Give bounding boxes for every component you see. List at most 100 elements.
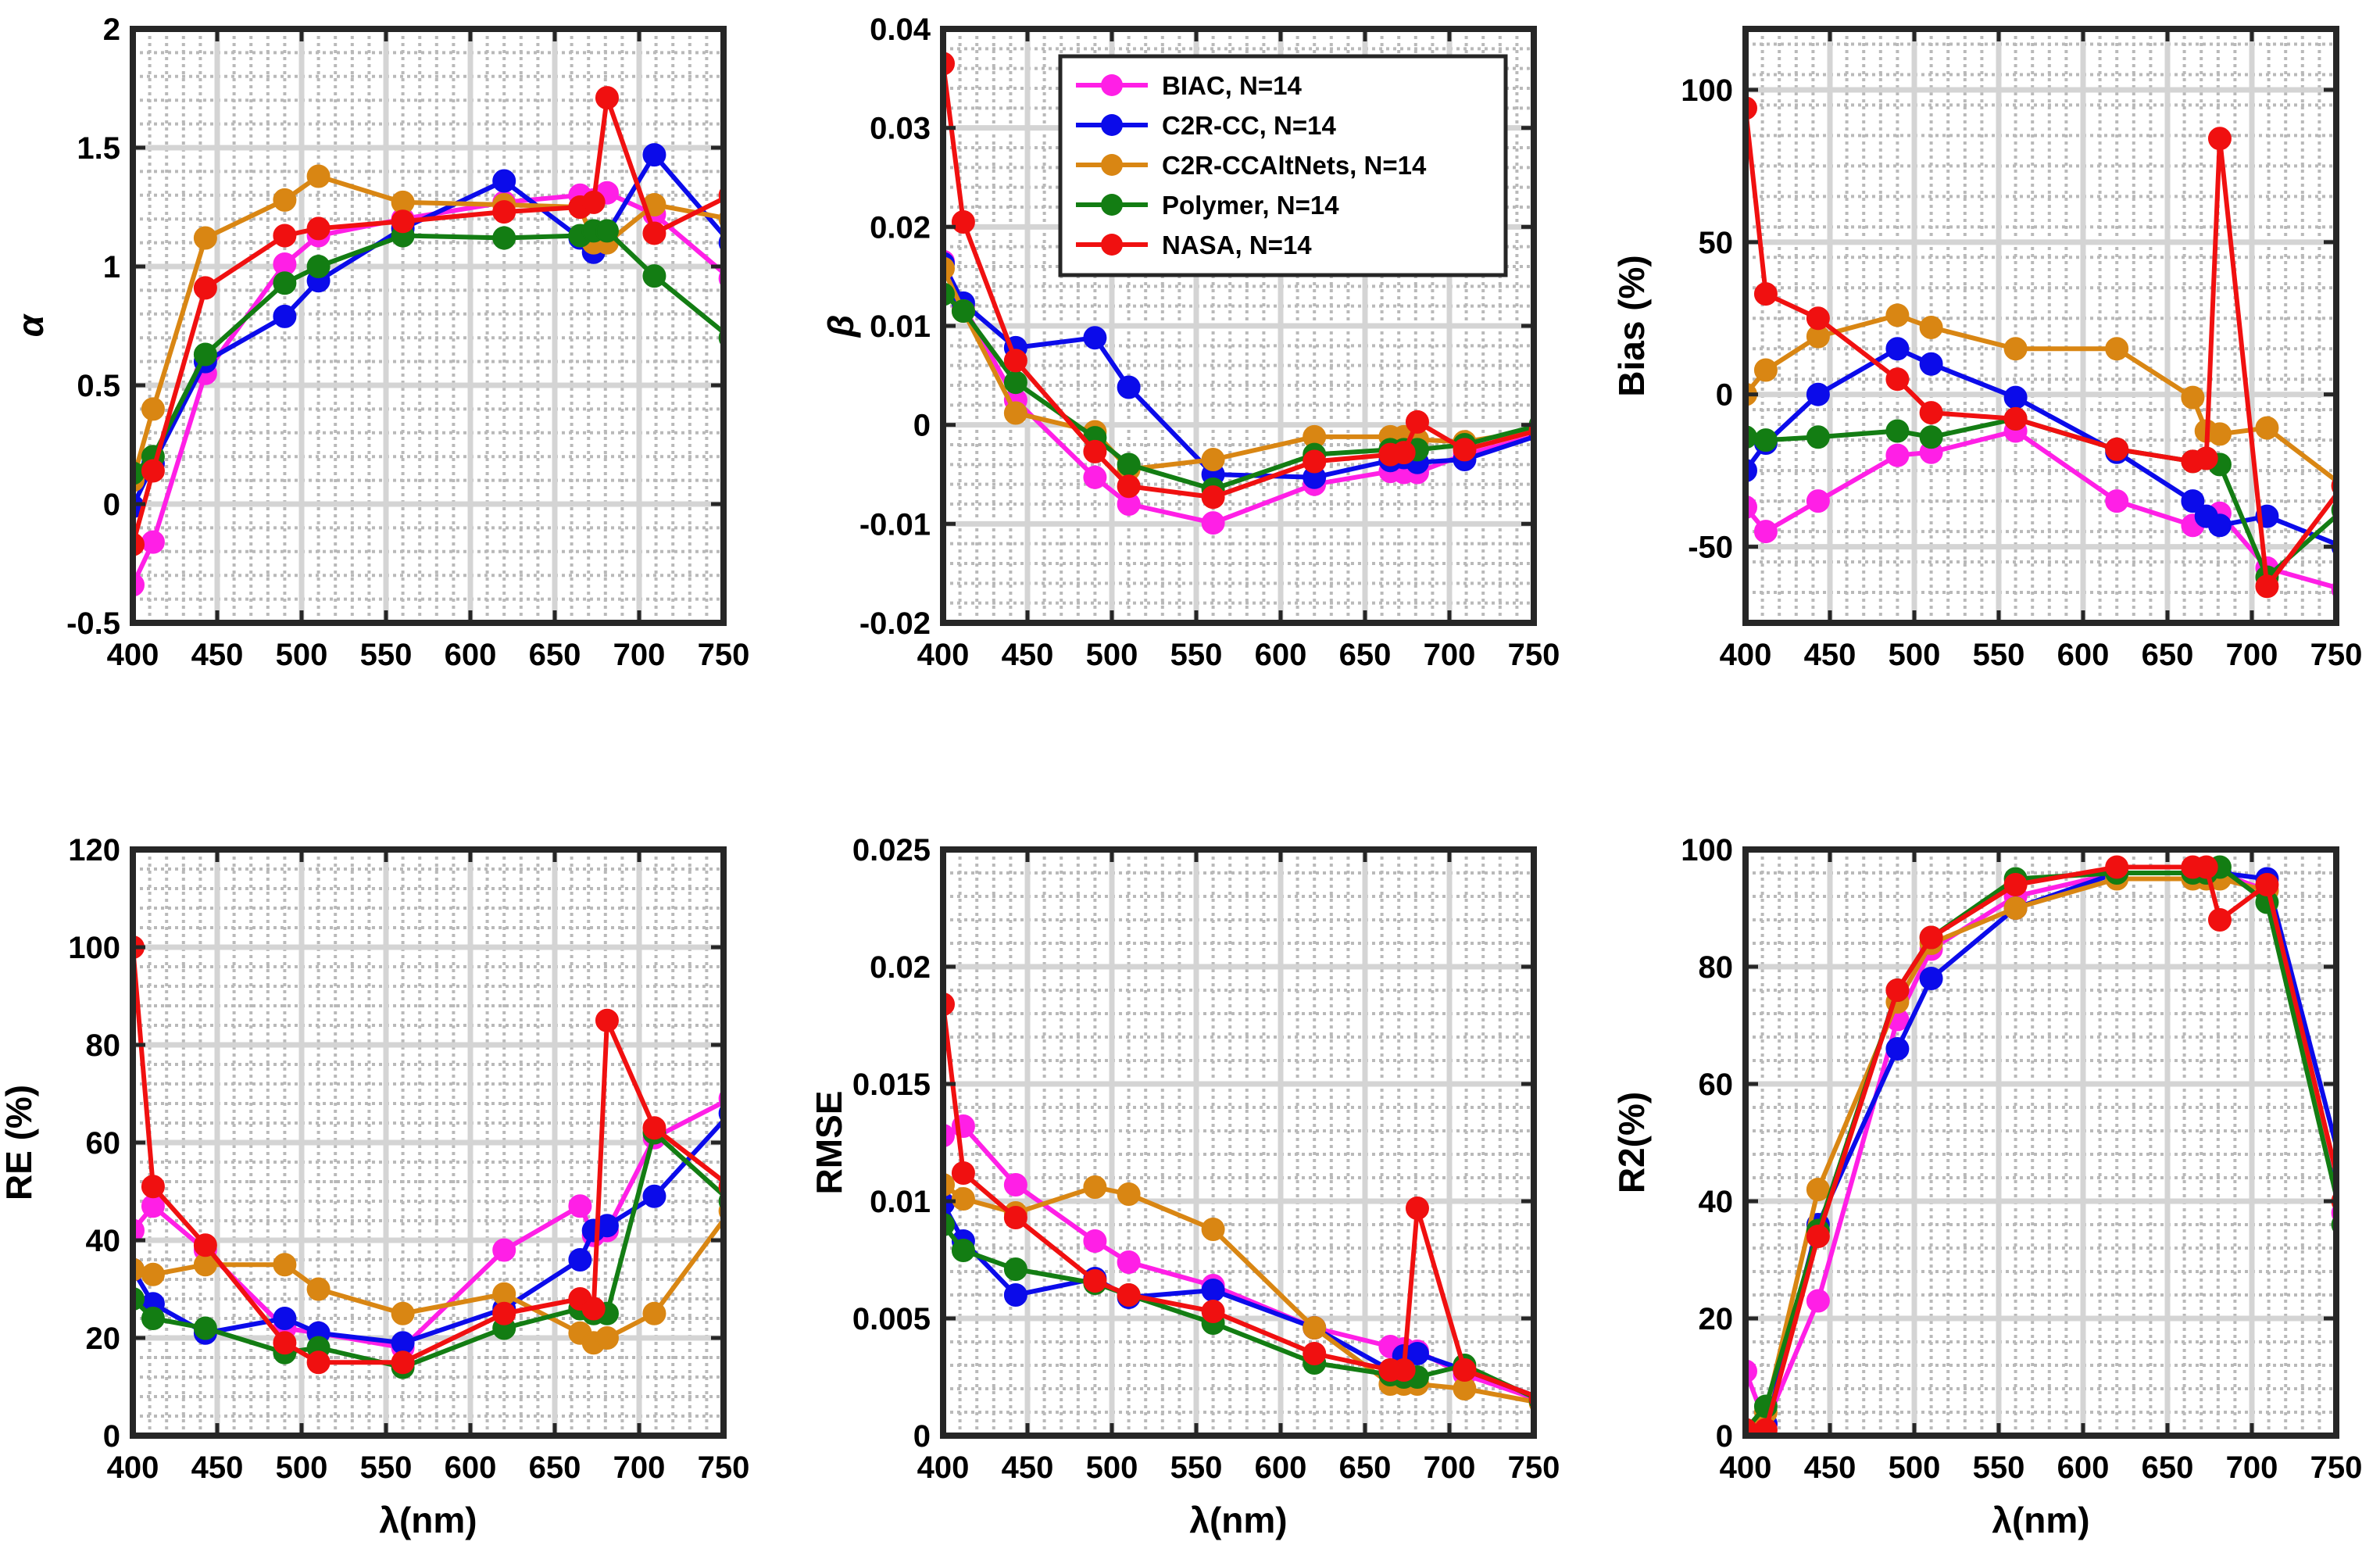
data-point-NASA: [951, 1161, 975, 1185]
data-point-C2R-CCAltNets: [1201, 448, 1225, 471]
data-point-NASA: [1117, 474, 1141, 499]
series-group: [133, 86, 724, 597]
x-tick-label: 600: [1255, 638, 1307, 672]
x-tick-label: 750: [698, 638, 750, 672]
data-point-BIAC: [568, 1194, 592, 1218]
x-axis-label: λ(nm): [1189, 1500, 1287, 1540]
x-tick-label: 600: [445, 638, 497, 672]
data-point-C2R-CCAltNets: [2003, 896, 2028, 920]
data-point-Polymer: [1885, 419, 1910, 443]
y-tick-label: 0.04: [870, 13, 931, 47]
x-tick-label: 700: [1424, 1450, 1476, 1485]
y-tick-label: 2: [103, 13, 120, 47]
data-point-Polymer: [141, 1307, 165, 1330]
x-tick-label: 700: [1424, 638, 1476, 672]
panel-r2: 400 450 500 550 600 650 700 750 0 20 40 60 80 100 R2(%…: [1611, 833, 2362, 1540]
legend-label: C2R-CC, N=14: [1162, 111, 1336, 140]
data-point-C2R-CCAltNets: [273, 1253, 297, 1277]
data-point-BIAC: [492, 1238, 516, 1262]
y-axis-label: RE (%): [0, 1085, 39, 1200]
x-tick-label: 550: [1973, 1450, 2025, 1485]
x-tick-label: 500: [1889, 1450, 1941, 1485]
series-line-NASA: [133, 946, 724, 1365]
data-point-NASA: [1392, 441, 1416, 465]
data-point-C2R-CCAltNets: [1806, 1178, 1830, 1201]
data-point-Polymer: [492, 226, 516, 250]
x-tick-label: 400: [1720, 638, 1772, 672]
axes-box: [940, 846, 1537, 1439]
data-point-NASA: [1303, 1342, 1327, 1365]
panel-rmse: 400 450 500 550 600 650 700 750 0 0.005 0.01 0.015 0…: [809, 833, 1560, 1540]
data-point-NASA: [1753, 282, 1778, 306]
data-point-NASA: [1919, 925, 1943, 950]
data-point-BIAC: [1806, 1289, 1830, 1313]
series-group: [133, 935, 724, 1379]
y-tick-label: 100: [68, 931, 120, 965]
data-point-NASA: [2003, 406, 2028, 431]
y-tick-label: 0: [103, 1419, 120, 1454]
x-tick-label: 650: [529, 638, 581, 672]
legend-label: NASA, N=14: [1162, 231, 1312, 259]
x-tick-label: 600: [2057, 1450, 2110, 1485]
x-tick-label: 600: [2057, 638, 2110, 672]
x-tick-label: 650: [2142, 1450, 2194, 1485]
data-point-C2R-CC: [2207, 513, 2232, 538]
y-tick-label: 0.015: [852, 1068, 931, 1102]
data-point-BIAC: [1083, 1229, 1107, 1253]
y-tick-label: 0.03: [870, 112, 931, 146]
y-tick-label: 1.5: [77, 131, 120, 166]
data-point-NASA: [1753, 1418, 1778, 1436]
data-point-C2R-CCAltNets: [1083, 1175, 1107, 1199]
data-point-C2R-CCAltNets: [1919, 315, 1943, 339]
data-point-C2R-CCAltNets: [193, 226, 217, 250]
y-tick-label: -0.01: [859, 507, 931, 542]
y-axis-label: α: [10, 313, 51, 337]
data-point-C2R-CC: [642, 1184, 666, 1208]
data-point-C2R-CCAltNets: [2255, 416, 2279, 440]
data-point-C2R-CC: [391, 1331, 415, 1355]
data-point-C2R-CCAltNets: [141, 397, 165, 421]
data-point-NASA: [1885, 978, 1910, 1002]
y-tick-label: 0: [913, 409, 931, 443]
data-point-C2R-CCAltNets: [1117, 1182, 1141, 1206]
data-point-NASA: [391, 209, 415, 234]
data-point-C2R-CC: [568, 1248, 592, 1272]
data-point-Polymer: [951, 1239, 975, 1262]
legend-label: Polymer, N=14: [1162, 191, 1339, 220]
x-tick-label: 450: [1804, 638, 1856, 672]
x-tick-label: 500: [1889, 638, 1941, 672]
data-point-NASA: [2105, 855, 2129, 879]
legend-swatch-marker: [1101, 74, 1123, 96]
data-point-C2R-CC: [1885, 337, 1910, 361]
data-point-C2R-CCAltNets: [2181, 385, 2205, 410]
x-tick-label: 750: [698, 1450, 750, 1485]
legend-swatch-marker: [1101, 194, 1123, 216]
x-tick-label: 750: [2310, 638, 2363, 672]
data-point-C2R-CCAltNets: [2003, 337, 2028, 361]
data-point-C2R-CCAltNets: [306, 164, 331, 188]
data-point-Polymer: [193, 1316, 217, 1340]
data-point-C2R-CC: [1919, 967, 1943, 990]
x-tick-label: 650: [1339, 1450, 1392, 1485]
x-tick-label: 550: [360, 638, 413, 672]
data-point-NASA: [193, 276, 217, 300]
y-tick-label: 0: [913, 1419, 931, 1454]
y-tick-label: 0: [1716, 378, 1733, 413]
data-point-NASA: [306, 1350, 331, 1375]
axes-box: [1742, 846, 2339, 1439]
x-tick-label: 750: [2310, 1450, 2363, 1485]
x-axis-label: λ(nm): [379, 1500, 477, 1540]
data-point-C2R-CC: [2003, 385, 2028, 410]
data-point-NASA: [2003, 873, 2028, 896]
y-tick-label: 0.005: [852, 1302, 931, 1336]
data-point-NASA: [581, 1297, 606, 1321]
data-point-NASA: [595, 1008, 619, 1032]
data-point-NASA: [581, 190, 606, 214]
data-point-C2R-CC: [1885, 1037, 1910, 1061]
y-tick-label: 0.01: [870, 1185, 931, 1219]
legend: BIAC, N=14 C2R-CC, N=14 C2R-CCAltNets, N=1…: [1058, 54, 1508, 277]
y-tick-label: 0.025: [852, 833, 931, 867]
y-axis-label: RMSE: [809, 1091, 849, 1195]
y-tick-label: 0.02: [870, 950, 931, 985]
data-point-C2R-CCAltNets: [391, 1301, 415, 1325]
